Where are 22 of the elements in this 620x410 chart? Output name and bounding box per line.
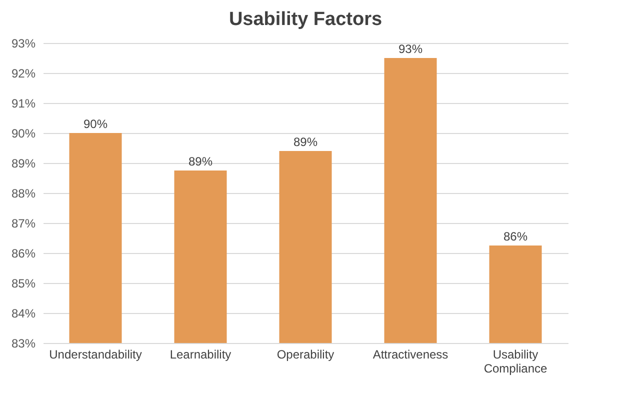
x-tick-label: Understandability xyxy=(49,348,142,362)
x-tick-label: Usability Compliance xyxy=(484,348,548,376)
x-tick-label: Attractiveness xyxy=(372,348,448,362)
data-label: 90% xyxy=(83,117,108,131)
y-tick-label: 92% xyxy=(11,66,36,80)
y-tick-label: 88% xyxy=(11,186,36,200)
y-tick-label: 89% xyxy=(11,156,36,170)
y-tick-label: 90% xyxy=(11,126,36,140)
y-tick-label: 87% xyxy=(11,216,36,230)
data-label: 93% xyxy=(398,42,423,56)
x-tick-label: Operability xyxy=(276,348,334,362)
x-tick-label: Learnability xyxy=(170,348,232,362)
y-tick-label: 93% xyxy=(11,36,36,50)
y-tick-label: 84% xyxy=(11,306,36,320)
data-label: 86% xyxy=(503,230,528,244)
y-tick-label: 85% xyxy=(11,276,36,290)
y-tick-label: 83% xyxy=(11,336,36,350)
y-tick-label: 86% xyxy=(11,246,36,260)
y-tick-label: 91% xyxy=(11,96,36,110)
data-label: 89% xyxy=(293,135,318,149)
chart-title: Usability Factors xyxy=(228,9,382,30)
data-label: 89% xyxy=(188,154,213,168)
